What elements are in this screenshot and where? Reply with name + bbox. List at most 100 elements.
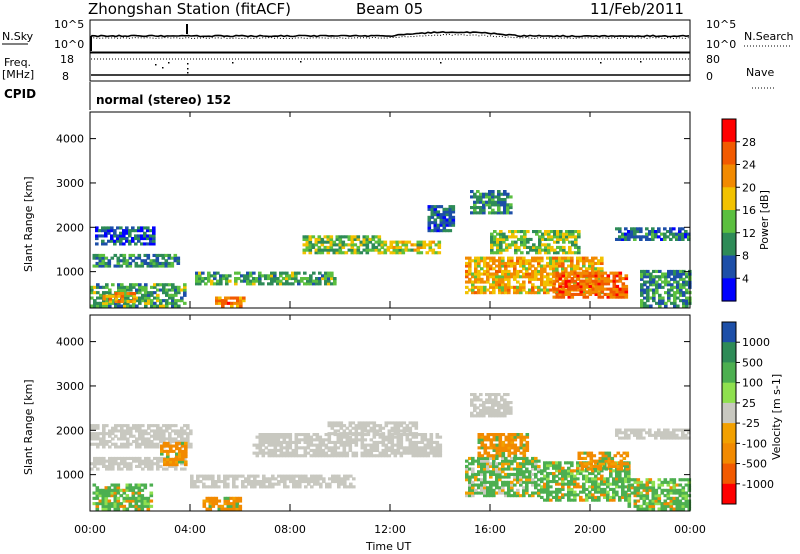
heatmap-cell <box>549 283 553 287</box>
heatmap-cell <box>597 482 601 486</box>
heatmap-cell <box>492 480 496 484</box>
heatmap-cell <box>353 248 358 252</box>
heatmap-cell <box>561 474 565 478</box>
heatmap-cell <box>430 229 435 233</box>
heatmap-cell <box>494 411 498 415</box>
heatmap-cell <box>330 277 334 281</box>
heatmap-cell <box>468 277 472 281</box>
heatmap-cell <box>538 240 542 244</box>
heatmap-cell <box>362 248 367 252</box>
heatmap-cell <box>332 243 337 247</box>
heatmap-cell <box>663 235 667 239</box>
heatmap-cell <box>292 480 296 484</box>
heatmap-cell <box>681 494 686 498</box>
heatmap-cell <box>555 267 559 271</box>
heatmap-cell <box>531 459 535 463</box>
heatmap-cell <box>492 456 496 460</box>
heatmap-cell <box>507 475 511 479</box>
heatmap-cell <box>495 451 500 455</box>
heatmap-cell <box>492 291 496 295</box>
heatmap-cell <box>288 282 292 286</box>
heatmap-cell <box>615 493 619 497</box>
heatmap-cell <box>556 240 560 244</box>
heatmap-cell <box>500 411 504 415</box>
heatmap-cell <box>246 282 250 286</box>
heatmap-cell <box>549 280 553 284</box>
heatmap-cell <box>540 495 544 499</box>
heatmap-cell <box>604 456 609 460</box>
heatmap-cell <box>117 288 121 292</box>
heatmap-cell <box>138 291 142 295</box>
heatmap-cell <box>345 443 350 447</box>
heatmap-cell <box>465 470 469 474</box>
heatmap-cell <box>399 454 404 458</box>
heatmap-cell <box>150 424 154 428</box>
heatmap-cell <box>213 277 217 281</box>
heatmap-cell <box>507 462 511 466</box>
heatmap-cell <box>531 478 535 482</box>
heatmap-cell <box>522 288 526 292</box>
heatmap-cell <box>300 433 305 437</box>
heatmap-cell <box>386 245 391 249</box>
heatmap-cell <box>357 424 362 428</box>
heatmap-cell <box>528 261 532 265</box>
heatmap-cell <box>598 462 603 466</box>
heatmap-cell <box>468 494 472 498</box>
heatmap-cell <box>504 272 508 276</box>
heatmap-cell <box>342 424 347 428</box>
heatmap-cell <box>96 283 100 287</box>
heatmap-cell <box>411 448 416 452</box>
freq-tick-top: 18 <box>60 53 74 66</box>
heatmap-cell <box>381 448 386 452</box>
heatmap-cell <box>501 462 505 466</box>
heatmap-cell <box>427 229 432 233</box>
heatmap-cell <box>351 454 356 458</box>
heatmap-cell <box>126 296 130 300</box>
heatmap-cell <box>588 284 593 288</box>
heatmap-cell <box>465 261 469 265</box>
heatmap-cell <box>344 235 349 239</box>
heatmap-cell <box>491 409 495 413</box>
heatmap-cell <box>387 448 392 452</box>
heatmap-cell <box>326 235 331 239</box>
heatmap-cell <box>564 290 569 294</box>
heatmap-cell <box>150 467 154 471</box>
heatmap-cell <box>556 235 560 239</box>
heatmap-cell <box>480 256 484 260</box>
heatmap-cell <box>116 483 121 487</box>
heatmap-cell <box>264 438 269 442</box>
heatmap-cell <box>414 426 419 430</box>
heatmap-cell <box>507 494 511 498</box>
heatmap-cell <box>685 299 689 303</box>
heatmap-cell <box>298 477 302 481</box>
heatmap-cell <box>657 494 662 498</box>
heatmap-cell <box>534 267 538 271</box>
heatmap-cell <box>101 491 106 495</box>
heatmap-cell <box>582 474 586 478</box>
heatmap-cell <box>501 488 505 492</box>
heatmap-cell <box>594 487 598 491</box>
heatmap-cell <box>433 229 438 233</box>
heatmap-cell <box>540 472 544 476</box>
heatmap-cell <box>543 464 547 468</box>
heatmap-cell <box>495 456 499 460</box>
heatmap-cell <box>535 245 539 249</box>
heatmap-cell <box>137 256 142 260</box>
heatmap-cell <box>439 223 444 227</box>
heatmap-cell <box>483 483 487 487</box>
heatmap-cell <box>514 251 518 255</box>
heatmap-cell <box>104 226 108 230</box>
heatmap-cell <box>138 459 142 463</box>
heatmap-cell <box>534 291 538 295</box>
heatmap-cell <box>505 248 509 252</box>
heatmap-cell <box>507 435 512 439</box>
heatmap-cell <box>149 239 153 243</box>
heatmap-cell <box>501 480 505 484</box>
heatmap-cell <box>499 243 503 247</box>
heatmap-cell <box>497 414 501 418</box>
heatmap-cell <box>612 292 617 296</box>
heatmap-cell <box>105 304 109 308</box>
heatmap-cell <box>419 245 424 249</box>
heatmap-cell <box>223 485 227 489</box>
colorbar-swatch <box>722 187 736 211</box>
